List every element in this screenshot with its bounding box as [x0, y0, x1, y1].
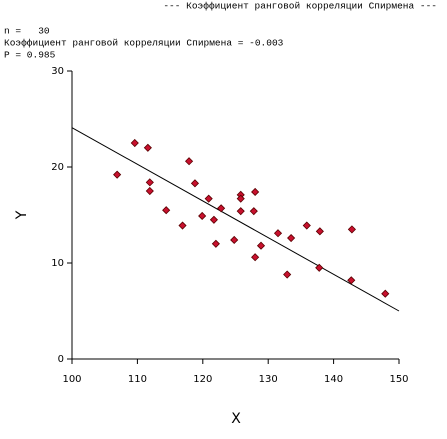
- point: [145, 178, 154, 187]
- point: [315, 263, 324, 272]
- x-tick-label: 130: [259, 374, 278, 385]
- chart-title: --- Коэффициент ранговой корреляции Спир…: [163, 1, 437, 12]
- point: [251, 253, 260, 262]
- y-tick-label: 30: [51, 66, 64, 77]
- point: [185, 157, 194, 166]
- x-tick-label: 100: [62, 374, 81, 385]
- point: [217, 204, 226, 213]
- y-tick-label: 20: [51, 162, 64, 173]
- x-tick-label: 120: [193, 374, 212, 385]
- point: [204, 194, 213, 203]
- y-axis-label: Y: [14, 210, 30, 220]
- x-tick-label: 150: [389, 374, 408, 385]
- point: [198, 211, 207, 221]
- point: [143, 143, 152, 152]
- point: [283, 270, 292, 279]
- y-tick-label: 0: [58, 354, 64, 365]
- point: [130, 138, 139, 148]
- x-tick-label: 140: [324, 374, 343, 385]
- point: [190, 179, 200, 188]
- point: [256, 241, 266, 250]
- point: [287, 233, 296, 243]
- point: [145, 186, 154, 196]
- point: [236, 194, 245, 203]
- point: [273, 229, 283, 238]
- regression-line: [71, 127, 400, 312]
- point: [230, 235, 239, 245]
- y-tick-label: 10: [51, 258, 64, 269]
- stat-line: Коэффициент ранговой корреляции Спирмена…: [4, 38, 284, 49]
- point: [302, 221, 311, 230]
- point: [347, 225, 356, 234]
- point: [178, 221, 187, 230]
- point: [209, 215, 218, 224]
- point: [347, 276, 356, 285]
- point: [251, 187, 260, 197]
- stat-line: P = 0.985: [4, 50, 56, 61]
- point: [315, 227, 324, 236]
- point: [249, 207, 258, 216]
- point: [211, 239, 220, 248]
- point: [162, 206, 171, 215]
- x-tick-label: 110: [128, 374, 147, 385]
- point: [113, 170, 122, 179]
- x-axis-label: X: [231, 411, 241, 427]
- point: [236, 207, 245, 216]
- stat-line: n = 30: [4, 26, 50, 37]
- point: [381, 289, 390, 298]
